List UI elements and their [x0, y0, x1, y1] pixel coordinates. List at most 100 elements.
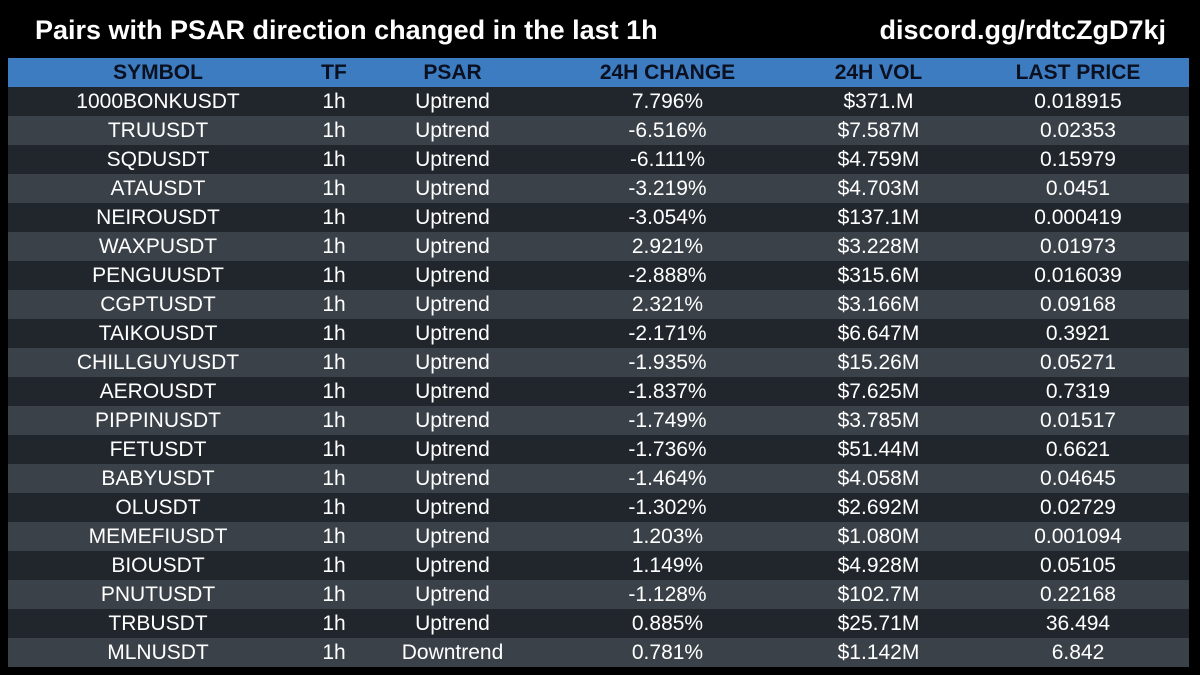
cell-psar: Uptrend: [415, 90, 490, 113]
cell-last-price: 0.01517: [1040, 409, 1116, 432]
cell-psar: Uptrend: [415, 554, 490, 577]
cell-24h-vol: $7.587M: [837, 119, 920, 142]
cell-last-price: 0.000419: [1034, 206, 1122, 229]
column-header-tf[interactable]: TF: [321, 61, 347, 84]
title-bar: Pairs with PSAR direction changed in the…: [0, 0, 1200, 58]
column-header-last-price[interactable]: LAST PRICE: [1015, 61, 1141, 84]
cell-24h-vol: $2.692M: [837, 496, 920, 519]
cell-psar: Uptrend: [415, 583, 490, 606]
cell-psar: Uptrend: [415, 438, 490, 461]
cell-24h-vol: $15.26M: [837, 351, 920, 374]
table-row[interactable]: FETUSDT 1h Uptrend -1.736% $51.44M 0.6621: [8, 435, 1189, 464]
cell-24h-change: -2.888%: [628, 264, 707, 287]
table-row[interactable]: WAXPUSDT 1h Uptrend 2.921% $3.228M 0.01973: [8, 232, 1189, 261]
table-row[interactable]: NEIROUSDT 1h Uptrend -3.054% $137.1M 0.000419: [8, 203, 1189, 232]
cell-24h-vol: $4.703M: [837, 177, 920, 200]
table-row[interactable]: ATAUSDT 1h Uptrend -3.219% $4.703M 0.0451: [8, 174, 1189, 203]
table-row[interactable]: AEROUSDT 1h Uptrend -1.837% $7.625M 0.7319: [8, 377, 1189, 406]
table-row[interactable]: TAIKOUSDT 1h Uptrend -2.171% $6.647M 0.3921: [8, 319, 1189, 348]
cell-symbol: NEIROUSDT: [96, 206, 220, 229]
column-header-symbol[interactable]: SYMBOL: [113, 61, 203, 84]
cell-last-price: 0.22168: [1040, 583, 1116, 606]
table-row[interactable]: SQDUSDT 1h Uptrend -6.111% $4.759M 0.15979: [8, 145, 1189, 174]
cell-24h-vol: $102.7M: [837, 583, 920, 606]
cell-24h-change: 1.203%: [631, 525, 704, 548]
cell-last-price: 0.04645: [1040, 467, 1116, 490]
table-row[interactable]: PENGUUSDT 1h Uptrend -2.888% $315.6M 0.016039: [8, 261, 1189, 290]
cell-tf: 1h: [322, 351, 346, 374]
cell-24h-change: -1.837%: [628, 380, 707, 403]
cell-24h-change: -1.128%: [628, 583, 707, 606]
column-header-24h-vol[interactable]: 24H VOL: [834, 61, 923, 84]
cell-tf: 1h: [322, 583, 346, 606]
cell-24h-vol: $6.647M: [837, 322, 920, 345]
cell-24h-change: 2.921%: [631, 235, 704, 258]
cell-last-price: 0.018915: [1034, 90, 1122, 113]
cell-psar: Downtrend: [401, 641, 504, 664]
table-row[interactable]: PNUTUSDT 1h Uptrend -1.128% $102.7M 0.22168: [8, 580, 1189, 609]
cell-symbol: TAIKOUSDT: [98, 322, 218, 345]
cell-24h-change: -1.749%: [628, 409, 707, 432]
cell-psar: Uptrend: [415, 177, 490, 200]
table-row[interactable]: MLNUSDT 1h Downtrend 0.781% $1.142M 6.842: [8, 638, 1189, 667]
cell-psar: Uptrend: [415, 293, 490, 316]
cell-psar: Uptrend: [415, 409, 490, 432]
cell-tf: 1h: [322, 177, 346, 200]
cell-last-price: 0.05105: [1040, 554, 1116, 577]
cell-symbol: PENGUUSDT: [92, 264, 224, 287]
column-header-psar[interactable]: PSAR: [423, 61, 482, 84]
cell-24h-vol: $51.44M: [837, 438, 920, 461]
cell-tf: 1h: [322, 90, 346, 113]
cell-psar: Uptrend: [415, 351, 490, 374]
table-row[interactable]: 1000BONKUSDT 1h Uptrend 7.796% $371.M 0.01891…: [8, 87, 1189, 116]
table-row[interactable]: OLUSDT 1h Uptrend -1.302% $2.692M 0.02729: [8, 493, 1189, 522]
cell-symbol: WAXPUSDT: [98, 235, 218, 258]
cell-last-price: 0.01973: [1040, 235, 1116, 258]
cell-24h-change: -1.736%: [628, 438, 707, 461]
discord-link[interactable]: discord.gg/rdtcZgD7kj: [879, 15, 1166, 45]
cell-24h-vol: $3.166M: [837, 293, 920, 316]
cell-tf: 1h: [322, 293, 346, 316]
cell-last-price: 0.09168: [1040, 293, 1116, 316]
cell-psar: Uptrend: [415, 322, 490, 345]
cell-psar: Uptrend: [415, 467, 490, 490]
cell-last-price: 0.016039: [1034, 264, 1122, 287]
cell-tf: 1h: [322, 322, 346, 345]
cell-symbol: ATAUSDT: [110, 177, 206, 200]
cell-last-price: 0.001094: [1034, 525, 1122, 548]
cell-24h-change: 1.149%: [631, 554, 704, 577]
cell-24h-change: -1.464%: [628, 467, 707, 490]
cell-24h-change: 2.321%: [631, 293, 704, 316]
cell-symbol: PIPPINUSDT: [94, 409, 222, 432]
cell-24h-vol: $4.928M: [837, 554, 920, 577]
cell-24h-change: -1.935%: [628, 351, 707, 374]
cell-symbol: AEROUSDT: [99, 380, 217, 403]
cell-24h-vol: $4.058M: [837, 467, 920, 490]
column-header-24h-change[interactable]: 24H CHANGE: [599, 61, 736, 84]
table-row[interactable]: MEMEFIUSDT 1h Uptrend 1.203% $1.080M 0.001094: [8, 522, 1189, 551]
table-row[interactable]: BABYUSDT 1h Uptrend -1.464% $4.058M 0.04645: [8, 464, 1189, 493]
cell-tf: 1h: [322, 409, 346, 432]
cell-psar: Uptrend: [415, 525, 490, 548]
cell-symbol: SQDUSDT: [106, 148, 210, 171]
cell-tf: 1h: [322, 554, 346, 577]
cell-24h-change: -6.111%: [629, 148, 706, 171]
table-row[interactable]: TRUUSDT 1h Uptrend -6.516% $7.587M 0.02353: [8, 116, 1189, 145]
cell-24h-change: 0.781%: [631, 641, 704, 664]
cell-24h-change: 7.796%: [631, 90, 704, 113]
cell-tf: 1h: [322, 496, 346, 519]
table-row[interactable]: PIPPINUSDT 1h Uptrend -1.749% $3.785M 0.01517: [8, 406, 1189, 435]
cell-symbol: BIOUSDT: [111, 554, 205, 577]
table-header-row: SYMBOL TF PSAR 24H CHANGE 24H VOL LAST P…: [8, 58, 1189, 87]
table-row[interactable]: BIOUSDT 1h Uptrend 1.149% $4.928M 0.05105: [8, 551, 1189, 580]
cell-symbol: MLNUSDT: [107, 641, 209, 664]
cell-psar: Uptrend: [415, 206, 490, 229]
cell-24h-change: 0.885%: [631, 612, 704, 635]
table-row[interactable]: TRBUSDT 1h Uptrend 0.885% $25.71M 36.494: [8, 609, 1189, 638]
cell-symbol: MEMEFIUSDT: [88, 525, 228, 548]
cell-last-price: 0.6621: [1045, 438, 1111, 461]
table-row[interactable]: CHILLGUYUSDT 1h Uptrend -1.935% $15.26M 0.052…: [8, 348, 1189, 377]
cell-24h-vol: $1.080M: [837, 525, 920, 548]
table-row[interactable]: CGPTUSDT 1h Uptrend 2.321% $3.166M 0.09168: [8, 290, 1189, 319]
cell-24h-vol: $7.625M: [837, 380, 920, 403]
